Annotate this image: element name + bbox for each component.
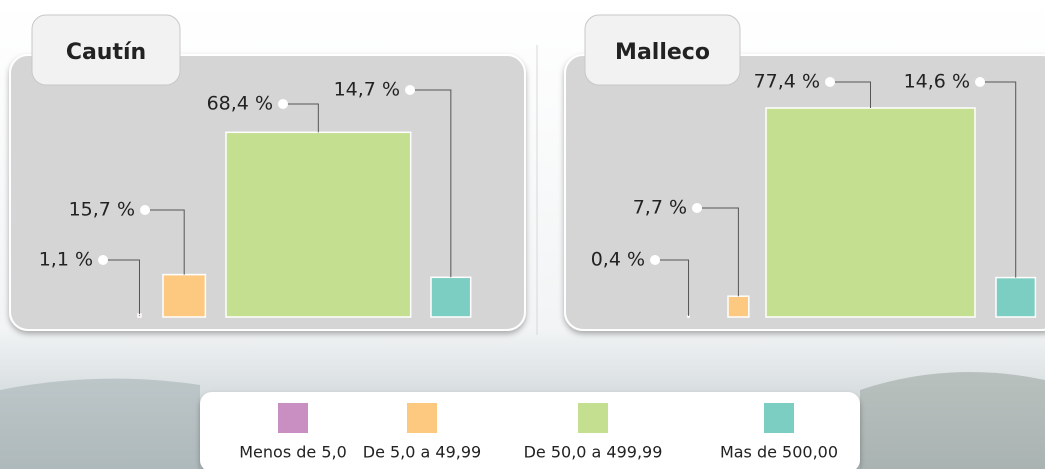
leader-dot [278,99,288,109]
leader-dot [692,203,702,213]
legend-swatch [764,403,794,433]
leader-dot [650,255,660,265]
square [728,296,749,317]
panel-title: Cautín [66,40,146,65]
legend-label: Menos de 5,0 [239,443,347,462]
square [431,277,471,317]
square [766,108,975,317]
scenery [0,379,200,469]
value-label: 14,7 % [334,79,400,101]
square [138,314,141,317]
legend-label: De 5,0 a 49,99 [363,443,481,462]
legend-label: Mas de 500,00 [720,443,838,462]
value-label: 7,7 % [633,197,687,219]
value-label: 15,7 % [69,199,135,221]
square [688,316,689,317]
leader-dot [98,255,108,265]
legend-swatch [278,403,308,433]
legend-label: De 50,0 a 499,99 [524,443,663,462]
legend-swatch [578,403,608,433]
leader-dot [825,77,835,87]
square [163,275,205,317]
value-label: 14,6 % [904,71,970,93]
chart: Cautín 1,1 % 15,7 % 68,4 % 14,7 % Malleco 0,4 … [0,0,1045,469]
leader-dot [140,205,150,215]
value-label: 1,1 % [39,249,93,271]
value-label: 0,4 % [591,249,645,271]
square [996,278,1035,317]
value-label: 77,4 % [754,71,820,93]
leader-dot [405,85,415,95]
square [226,132,411,317]
scenery [860,372,1045,469]
legend-swatch [407,403,437,433]
leader-dot [975,77,985,87]
panel-title: Malleco [615,40,710,65]
value-label: 68,4 % [207,93,273,115]
